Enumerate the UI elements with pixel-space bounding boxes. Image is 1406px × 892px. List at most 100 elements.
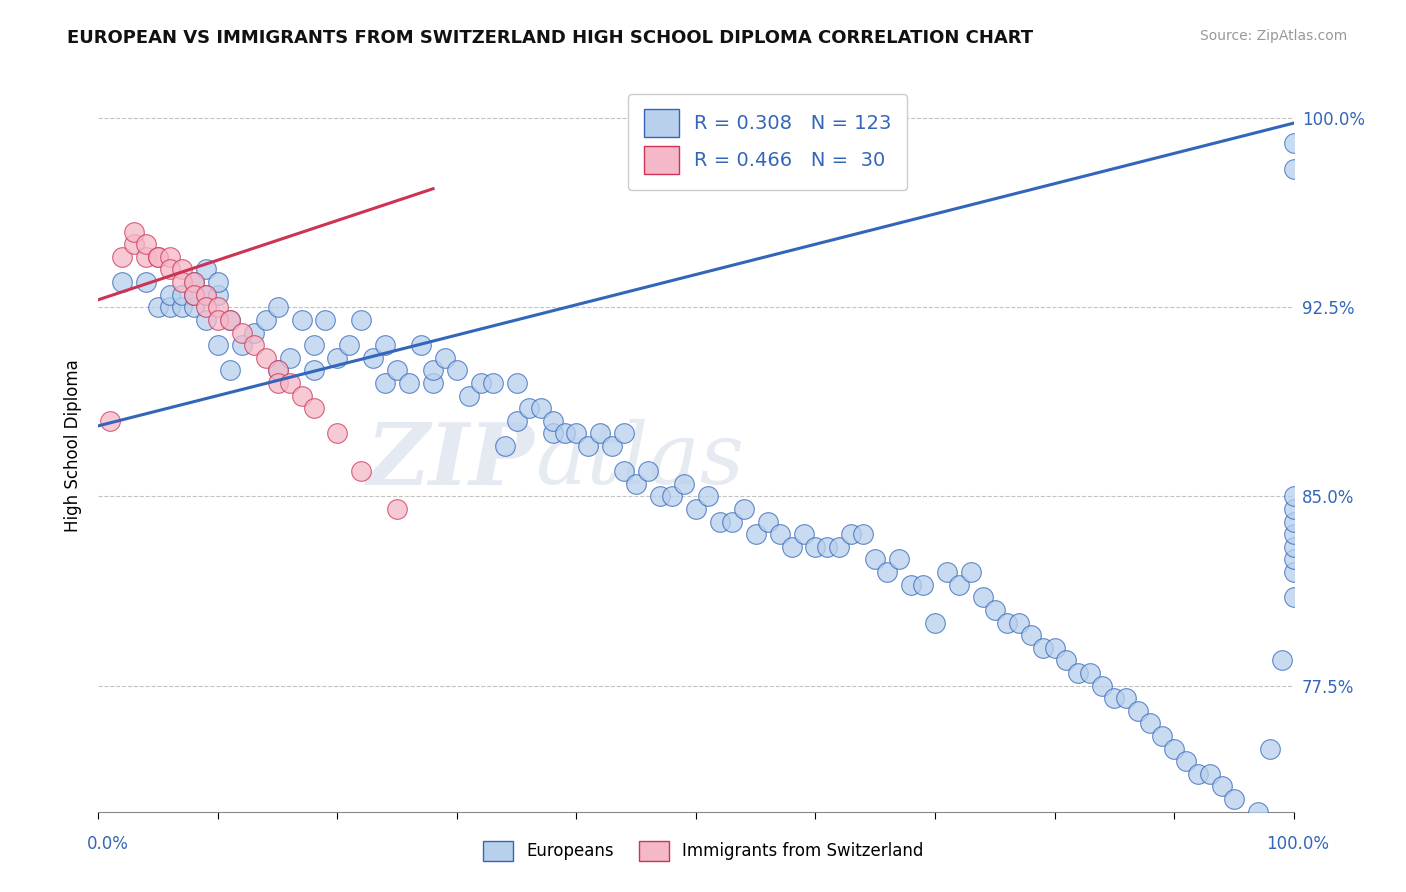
Point [768,527,790,541]
Point [172,275,194,289]
Point [172,300,194,314]
Point [1019,628,1042,642]
Point [541,414,564,428]
Point [756,515,779,529]
Point [1223,792,1246,806]
Point [363,351,385,365]
Point [267,300,290,314]
Point [1152,729,1174,743]
Point [411,338,433,352]
Point [434,351,457,365]
Point [613,426,636,441]
Point [148,250,170,264]
Point [745,527,768,541]
Point [315,313,337,327]
Point [517,401,540,416]
Text: Source: ZipAtlas.com: Source: ZipAtlas.com [1199,29,1347,44]
Point [1032,640,1054,655]
Point [195,287,218,301]
Point [780,540,803,554]
Point [889,552,911,566]
Point [398,376,420,390]
Point [481,376,505,390]
Point [278,351,301,365]
Point [385,363,409,377]
Point [602,439,624,453]
Text: ZIP: ZIP [367,419,534,502]
Point [1008,615,1031,630]
Point [554,426,576,441]
Point [852,527,875,541]
Point [195,313,218,327]
Point [1199,767,1222,781]
Point [1282,565,1305,579]
Point [183,287,205,301]
Point [98,414,122,428]
Text: 100.0%: 100.0% [1265,835,1329,853]
Point [815,540,838,554]
Point [302,338,325,352]
Point [648,490,672,504]
Point [865,552,887,566]
Point [135,250,157,264]
Point [1271,653,1294,667]
Point [422,363,444,377]
Point [1043,640,1066,655]
Point [984,603,1007,617]
Legend: R = 0.308   N = 123, R = 0.466   N =  30: R = 0.308 N = 123, R = 0.466 N = 30 [628,94,907,189]
Point [267,363,290,377]
Point [960,565,983,579]
Point [1282,552,1305,566]
Point [159,262,181,277]
Point [159,300,181,314]
Point [661,490,683,504]
Point [1282,502,1305,516]
Point [637,464,659,478]
Point [291,388,314,402]
Point [709,515,731,529]
Point [135,237,157,252]
Point [1080,665,1102,680]
Point [195,262,218,277]
Point [697,490,720,504]
Point [530,401,553,416]
Point [1115,691,1137,706]
Point [589,426,612,441]
Point [876,565,898,579]
Point [207,300,229,314]
Point [183,275,205,289]
Point [936,565,959,579]
Point [291,313,314,327]
Point [374,338,396,352]
Point [207,287,229,301]
Point [278,376,301,390]
Point [1163,741,1185,756]
Point [148,250,170,264]
Point [685,502,707,516]
Point [172,262,194,277]
Point [254,313,277,327]
Point [231,338,253,352]
Point [267,363,290,377]
Point [578,439,600,453]
Point [458,388,481,402]
Point [207,338,229,352]
Point [231,326,253,340]
Point [219,313,242,327]
Point [793,527,815,541]
Point [1282,136,1305,151]
Point [804,540,827,554]
Point [1104,691,1126,706]
Point [339,338,361,352]
Point [1234,817,1257,831]
Point [494,439,516,453]
Point [841,527,863,541]
Point [733,502,755,516]
Point [924,615,946,630]
Y-axis label: High School Diploma: High School Diploma [65,359,83,533]
Point [243,326,266,340]
Point [111,250,134,264]
Point [1282,490,1305,504]
Point [1258,741,1281,756]
Point [422,376,444,390]
